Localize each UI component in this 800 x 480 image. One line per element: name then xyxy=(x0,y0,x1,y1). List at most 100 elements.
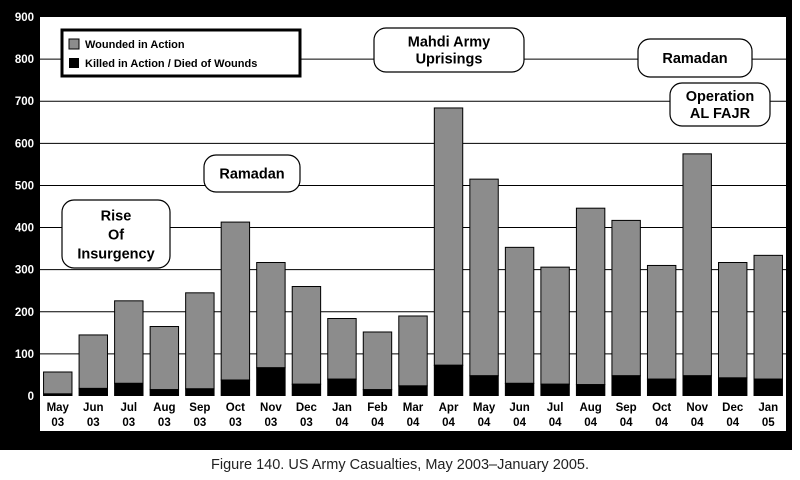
y-tick-label: 200 xyxy=(15,307,34,319)
x-tick-label-year: 04 xyxy=(620,417,633,429)
x-tick-label-month: Nov xyxy=(686,402,708,414)
bar-killed xyxy=(504,382,535,397)
bar-wounded xyxy=(185,292,215,390)
x-tick-label-year: 04 xyxy=(655,417,668,429)
bar-wounded xyxy=(433,107,464,366)
bar-killed xyxy=(646,378,677,397)
x-tick-label-year: 03 xyxy=(122,417,135,429)
bar-killed xyxy=(114,382,144,397)
annotation-rise-of-insurgency-box xyxy=(61,199,171,269)
bar-wounded xyxy=(114,300,144,384)
bar-killed xyxy=(327,378,357,397)
x-tick-label-month: Jun xyxy=(509,402,529,414)
y-tick-label: 100 xyxy=(15,349,34,361)
bar-wounded xyxy=(149,326,180,391)
x-tick-label-year: 04 xyxy=(478,417,491,429)
y-tick-label: 900 xyxy=(15,12,34,24)
x-tick-label-year: 03 xyxy=(51,417,64,429)
bar-killed xyxy=(611,375,641,397)
bar-killed xyxy=(575,384,606,397)
casualties-chart: 0 100 200 300 400 500 600 700 800 900 May 03 Jun 03 Ju… xyxy=(10,12,786,446)
bar-wounded xyxy=(540,266,570,385)
x-tick-label-year: 04 xyxy=(549,417,562,429)
x-tick-label-month: Sep xyxy=(189,402,210,414)
x-tick-label-month: Jun xyxy=(83,402,103,414)
bar-killed xyxy=(220,379,251,397)
x-tick-label-month: Dec xyxy=(296,402,318,414)
bar-wounded xyxy=(43,371,73,395)
y-tick-label: 800 xyxy=(15,54,34,66)
x-tick-label-month: May xyxy=(47,402,70,414)
x-tick-label-month: Jan xyxy=(758,402,778,414)
x-tick-label-month: Dec xyxy=(722,402,744,414)
bar-wounded xyxy=(718,262,748,379)
x-tick-label-year: 03 xyxy=(300,417,313,429)
bar-killed xyxy=(43,393,73,397)
annotation-ramadan-2004-text: Ramadan xyxy=(662,51,727,67)
x-tick-label-year: 03 xyxy=(229,417,242,429)
x-tick-label-year: 03 xyxy=(193,417,206,429)
bar-killed xyxy=(291,383,322,397)
x-tick-label-month: Mar xyxy=(403,402,424,414)
x-tick-label-month: Aug xyxy=(153,402,175,414)
x-tick-label-year: 04 xyxy=(691,417,704,429)
y-tick-label: 0 xyxy=(28,391,34,403)
annotation-ramadan-2003-text: Ramadan xyxy=(219,167,284,183)
annotation-mahdi-army-uprisings-box xyxy=(373,27,525,73)
x-tick-label-year: 04 xyxy=(442,417,455,429)
bar-killed xyxy=(398,385,428,397)
annotation-rise-of-insurgency-text: Rise xyxy=(101,209,132,225)
legend-label-wounded: Wounded in Action xyxy=(85,39,185,51)
legend-box xyxy=(60,28,302,78)
bar-wounded xyxy=(682,153,712,377)
y-tick-label: 600 xyxy=(15,138,34,150)
annotation-mahdi-army-uprisings-text: Mahdi Army xyxy=(408,35,490,51)
bar-wounded xyxy=(575,207,606,386)
x-tick-label-month: Nov xyxy=(260,402,282,414)
bar-wounded xyxy=(646,264,677,380)
bar-killed xyxy=(718,377,748,397)
bar-wounded xyxy=(611,219,641,377)
source-note: Source: SIAD: http://diadapp.dior.whs.mi… xyxy=(10,435,675,446)
bar-wounded xyxy=(256,262,286,369)
x-tick-label-year: 03 xyxy=(265,417,278,429)
x-tick-label-month: Jul xyxy=(547,402,564,414)
bar-killed xyxy=(682,375,712,397)
x-tick-label-month: Oct xyxy=(652,402,671,414)
bar-killed xyxy=(149,389,180,397)
x-tick-label-month: May xyxy=(473,402,496,414)
x-tick-label-year: 03 xyxy=(87,417,100,429)
x-tick-label-year: 04 xyxy=(726,417,739,429)
bar-wounded xyxy=(78,334,108,389)
annotation-rise-of-insurgency-text: Of xyxy=(108,228,124,244)
x-tick-label-year: 05 xyxy=(762,417,775,429)
bar-wounded xyxy=(291,286,322,385)
annotation-operation-al-fajr-text: AL FAJR xyxy=(690,106,751,122)
x-tick-label-month: Oct xyxy=(226,402,245,414)
category-band xyxy=(40,396,786,431)
x-tick-label-year: 04 xyxy=(371,417,384,429)
annotation-ramadan-2004-box xyxy=(637,38,753,78)
bar-wounded xyxy=(220,221,251,381)
x-tick-label-year: 04 xyxy=(407,417,420,429)
legend-swatch-wounded xyxy=(68,38,80,50)
bar-killed xyxy=(469,375,499,397)
bar-wounded xyxy=(753,254,783,380)
annotation-mahdi-army-uprisings-text: Uprisings xyxy=(416,52,483,68)
annotation-operation-al-fajr-text: Operation xyxy=(686,89,754,105)
legend-swatch-killed xyxy=(69,58,79,68)
bar-killed xyxy=(362,389,393,397)
bar-killed xyxy=(753,378,783,397)
x-tick-label-month: Jan xyxy=(332,402,352,414)
bar-wounded xyxy=(398,315,428,387)
x-tick-label-month: Apr xyxy=(439,402,459,414)
y-tick-label: 300 xyxy=(15,265,34,277)
bar-killed xyxy=(256,367,286,397)
x-tick-label-year: 04 xyxy=(336,417,349,429)
annotation-operation-al-fajr-box xyxy=(669,82,771,127)
bar-wounded xyxy=(469,178,499,377)
bar-killed xyxy=(185,388,215,397)
annotation-ramadan-2003-box xyxy=(203,154,301,193)
x-tick-label-year: 03 xyxy=(158,417,171,429)
y-tick-label: 500 xyxy=(15,180,34,192)
